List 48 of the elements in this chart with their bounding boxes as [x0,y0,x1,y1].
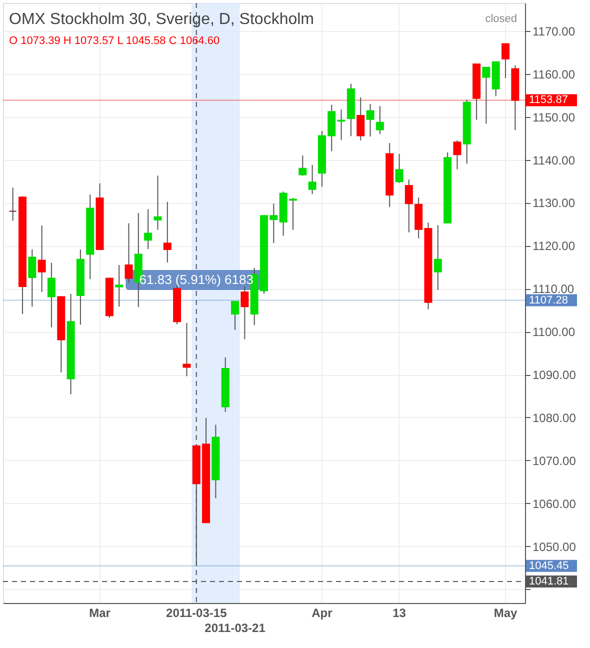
candlestick [404,179,413,233]
y-tick-label: 1170.00 [532,24,576,38]
y-tick-label: 1080.00 [532,410,576,425]
candlestick [395,153,404,184]
y-tick-label: 1130.00 [532,196,576,210]
y-tick-label: 1110.00 [532,282,574,296]
y-tick-label: 1070.00 [532,454,576,468]
ref-line-label: 1041.81 [529,575,569,588]
y-tick-label: 1150.00 [532,110,576,124]
ref-line-label: 1045.45 [529,560,569,572]
x-tick-label: 2011-03-15 [166,606,228,620]
x-tick-label: 2011-03-21 [204,621,266,635]
candlestick [482,66,490,124]
candlestick [182,322,191,377]
candlestick [453,140,462,170]
candlestick [144,208,152,250]
y-tick-label: 1120.00 [532,239,576,254]
candlestick [298,154,307,176]
candlestick [376,106,384,134]
candlestick [231,300,240,330]
candlestick [38,224,46,293]
candlestick [28,249,36,308]
x-tick-label: 13 [392,606,406,620]
candlestick [154,175,162,230]
y-tick-label: 1090.00 [532,368,576,382]
candlestick [124,222,133,284]
candlestick [47,262,56,328]
y-tick-label: 1140.00 [532,153,576,168]
ref-line-label: 1153.87 [529,94,568,106]
chart-title: OMX Stockholm 30, Sverige, D, Stockholm [9,11,314,28]
x-tick-label: Mar [89,606,111,620]
candlestick [366,103,374,138]
candlestick [356,96,365,141]
y-tick-label: 1160.00 [532,67,576,82]
y-tick-label: 1100.00 [532,325,576,340]
x-tick-label: May [494,606,518,620]
ref-line-label: 1107.28 [529,294,568,306]
y-tick-label: 1050.00 [532,540,576,554]
candlestick [115,264,124,308]
candlestick [8,187,17,222]
candlestick [240,286,249,340]
candlestick [502,43,510,79]
x-tick-label: Apr [312,606,333,620]
candlestick [163,201,172,263]
annotation: closed [485,13,517,25]
candlestick [308,164,316,195]
y-tick-label: 1060.00 [532,496,576,511]
candlestick [434,224,442,290]
